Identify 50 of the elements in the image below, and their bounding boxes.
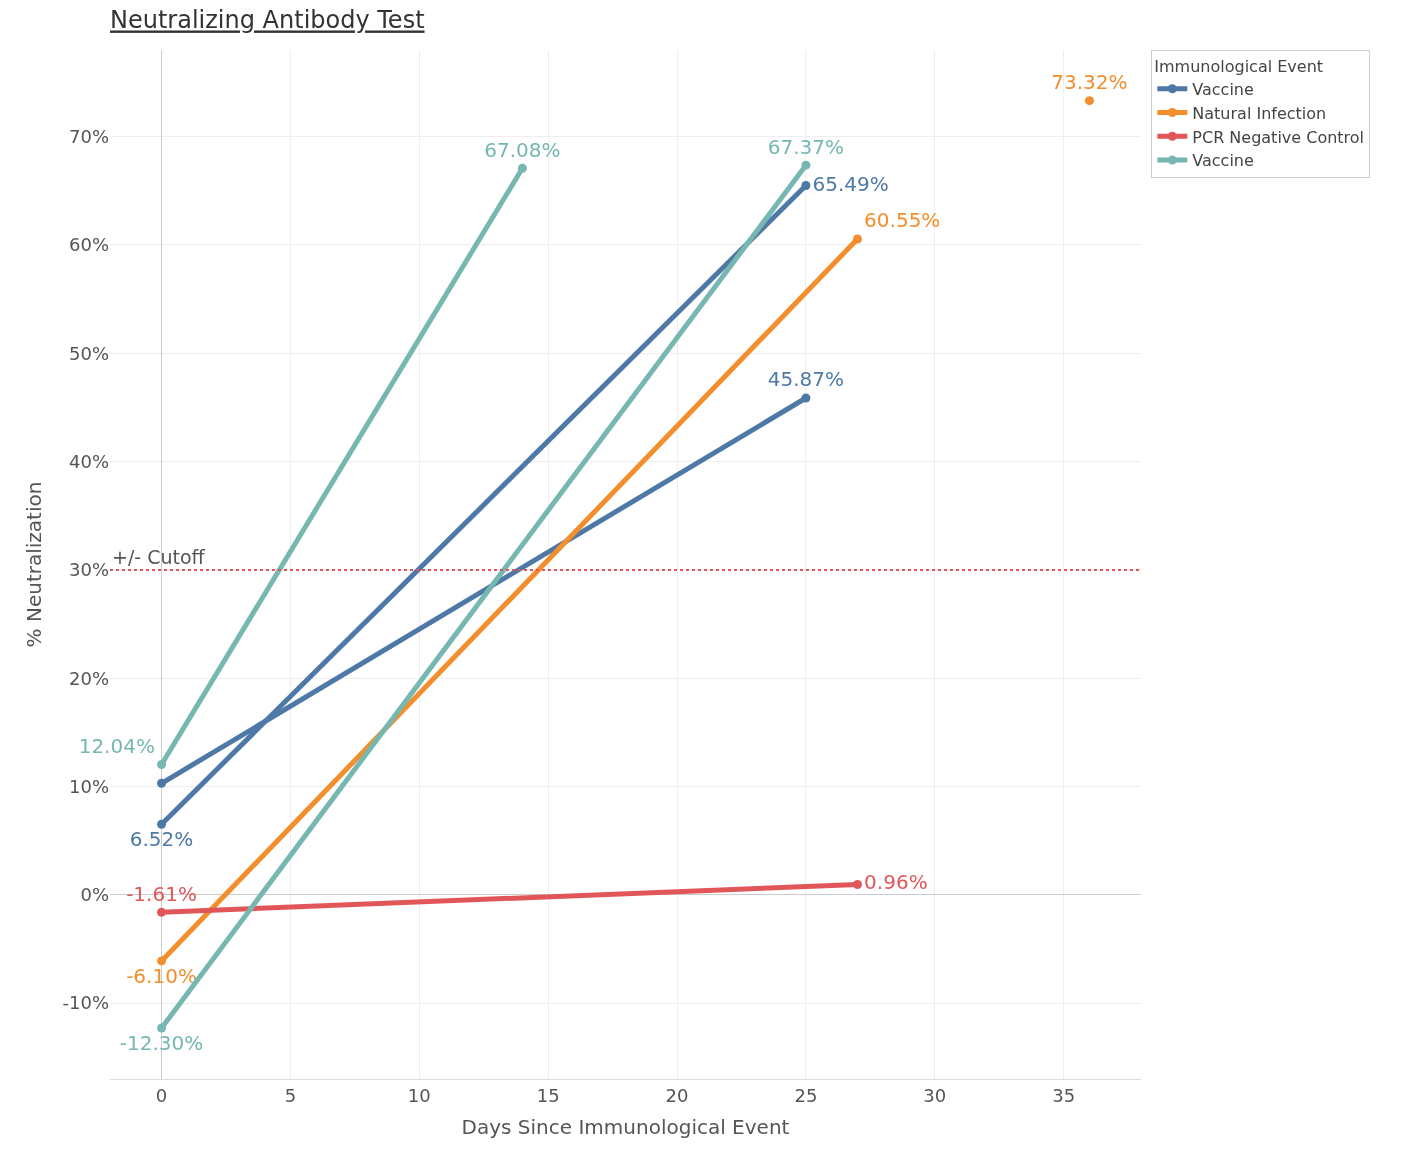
x-axis-title: Days Since Immunological Event: [461, 1115, 790, 1140]
x-tick-label: 25: [794, 1084, 818, 1106]
data-label: 45.87%: [767, 367, 845, 392]
x-tick-label: 20: [665, 1084, 689, 1106]
point: [852, 879, 862, 889]
legend-label: PCR Negative Control: [1192, 127, 1365, 147]
point: [157, 819, 167, 829]
x-tick-label: 15: [536, 1084, 560, 1106]
legend-title: Immunological Event: [1154, 56, 1324, 76]
data-label: 6.52%: [129, 826, 194, 851]
legend-label: Vaccine: [1192, 151, 1254, 171]
data-label: -6.10%: [126, 963, 197, 988]
y-tick-label: 40%: [68, 450, 109, 472]
chart-title: Neutralizing Antibody Test: [110, 6, 425, 35]
x-tick-label: 0: [155, 1084, 168, 1106]
data-label: 67.08%: [484, 137, 561, 162]
point: [517, 163, 527, 173]
point: [157, 907, 167, 917]
data-label: -12.30%: [119, 1030, 204, 1055]
data-label: -1.61%: [126, 881, 197, 906]
y-tick-label: -10%: [62, 992, 109, 1014]
y-tick-label: 50%: [68, 342, 109, 364]
point: [801, 181, 811, 190]
y-tick-label: 10%: [68, 775, 109, 797]
point: [157, 759, 167, 769]
data-label: 60.55%: [864, 208, 941, 233]
point: [801, 160, 811, 170]
point: [801, 393, 811, 403]
y-tick-label: 70%: [68, 125, 109, 147]
point: [852, 234, 862, 244]
data-label: 12.04%: [78, 733, 155, 758]
y-tick-label: 60%: [68, 234, 109, 256]
legend-label: Vaccine: [1192, 79, 1254, 99]
point: [157, 1023, 167, 1033]
data-label: 67.37%: [767, 134, 845, 159]
point: [157, 956, 167, 966]
x-tick-label: 10: [407, 1084, 431, 1106]
x-tick-label: 35: [1052, 1084, 1076, 1106]
ref-line-label: +/- Cutoff: [112, 546, 206, 568]
y-axis-title: % Neutralization: [21, 481, 46, 648]
y-tick-label: 0%: [80, 884, 109, 906]
x-tick-label: 5: [284, 1084, 297, 1106]
y-tick-label: 30%: [68, 559, 109, 581]
data-label: 73.32%: [1051, 70, 1128, 95]
x-tick-label: 30: [923, 1084, 947, 1106]
legend-label: Natural Infection: [1192, 103, 1327, 123]
point: [157, 778, 167, 788]
data-label: 0.96%: [864, 870, 928, 895]
data-label: 65.49%: [812, 171, 889, 196]
y-tick-label: 20%: [68, 667, 109, 689]
